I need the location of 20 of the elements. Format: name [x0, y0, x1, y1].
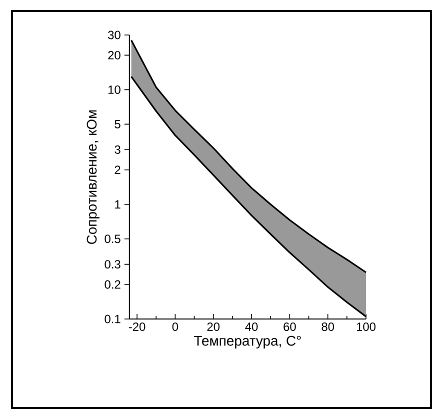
y-tick-label: 5 — [114, 120, 120, 128]
x-tick-label: 80 — [322, 322, 334, 331]
x-axis-title: Температура, C° — [194, 336, 301, 348]
y-tick-label: 3 — [114, 145, 120, 154]
y-tick-label: 20 — [108, 50, 120, 60]
x-tick-label: -20 — [128, 322, 146, 331]
x-tick-label: 0 — [172, 322, 178, 331]
y-tick-label: 1 — [115, 200, 120, 208]
y-tick-label: 2 — [114, 166, 120, 174]
y-axis-title: Сопротивление, кОм — [86, 110, 100, 244]
y-tick-label: 0.1 — [104, 314, 120, 324]
y-tick-label: 0.2 — [104, 280, 120, 289]
x-tick-label: 20 — [207, 322, 220, 331]
y-tick-label: 0.3 — [104, 260, 120, 269]
x-tick-label: 40 — [245, 322, 258, 331]
x-tick-label: 100 — [356, 322, 376, 331]
x-tick-label: 60 — [284, 322, 296, 331]
y-tick-label: 30 — [108, 30, 120, 40]
y-tick-label: 0.5 — [104, 234, 120, 244]
y-tick-label: 10 — [108, 85, 120, 94]
